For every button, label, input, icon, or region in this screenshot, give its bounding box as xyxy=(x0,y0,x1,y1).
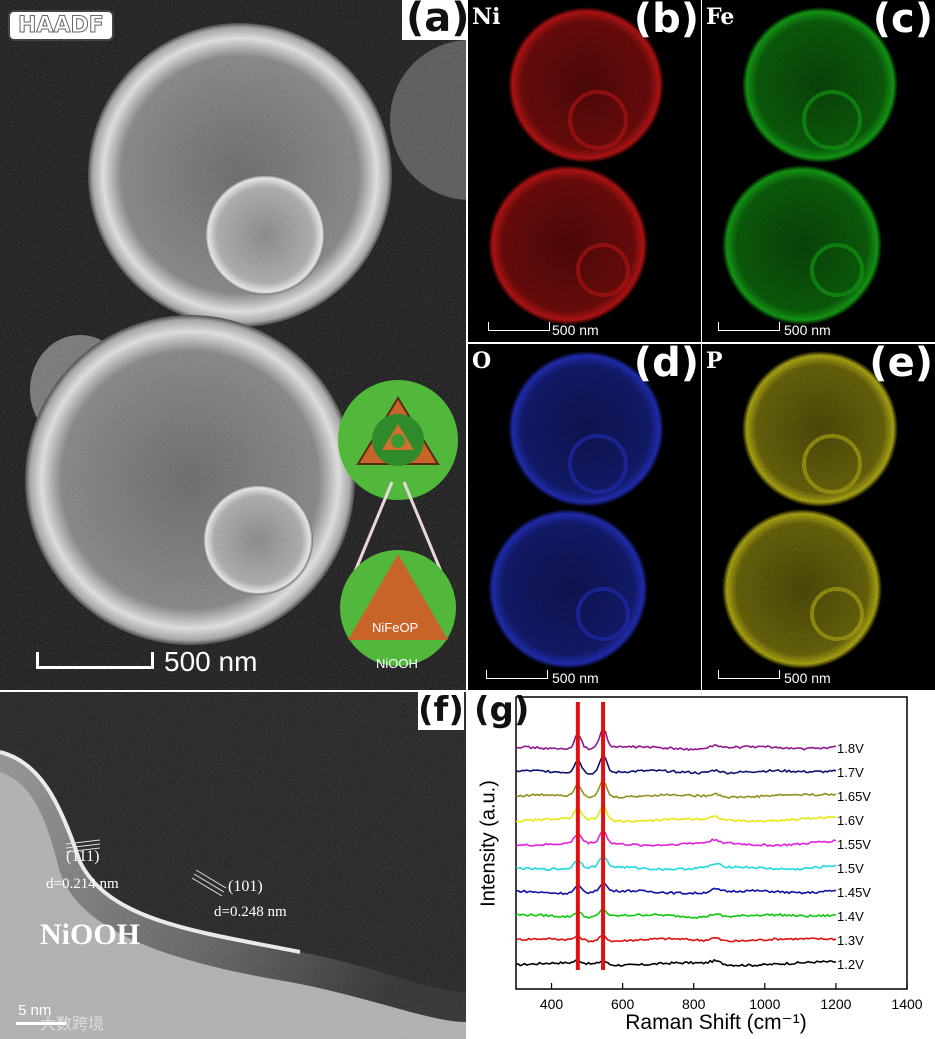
panel-a-haadf: HAADF (a) NiFeOP NiOOH 500 nm xyxy=(0,0,466,690)
map-o-scale-label: 500 nm xyxy=(552,670,599,686)
panel-g-label: (g) xyxy=(474,692,530,730)
map-p-scale-bar xyxy=(718,670,780,679)
map-fe: Fe (c) 500 nm xyxy=(702,0,935,342)
panel-a-label: (a) xyxy=(402,0,466,40)
map-fe-scale-label: 500 nm xyxy=(784,322,831,338)
map-p-scale-label: 500 nm xyxy=(784,670,831,686)
inset-core-label: NiFeOP xyxy=(372,620,419,635)
x-tick-label: 800 xyxy=(682,996,706,1012)
scale-bar xyxy=(36,652,154,669)
map-p-element: P xyxy=(706,348,723,374)
series-label: 1.2V xyxy=(837,957,864,972)
map-fe-image xyxy=(702,0,935,342)
core-shell-schematic xyxy=(338,380,458,666)
panel-g-raman: (g) 400 600 800 1000 1200 1400 1.2V 1.3V 1.4V 1.… xyxy=(466,692,935,1039)
map-ni: Ni (b) 500 nm xyxy=(468,0,701,342)
x-tick-label: 1400 xyxy=(891,996,922,1012)
map-ni-image xyxy=(468,0,701,342)
series-line xyxy=(515,881,837,896)
x-tick-label: 400 xyxy=(540,996,564,1012)
x-axis-label: Raman Shift (cm⁻¹) xyxy=(625,1011,807,1034)
series-line xyxy=(515,781,837,799)
y-axis-label: Intensity (a.u.) xyxy=(477,780,500,907)
hrtem-scale-label: 5 nm xyxy=(18,1002,52,1019)
series-label: 1.65V xyxy=(837,789,871,804)
plot-frame xyxy=(515,696,908,990)
map-fe-scale-bar xyxy=(718,322,780,331)
series-line xyxy=(515,908,837,920)
series-label: 1.8V xyxy=(837,741,864,756)
scale-bar-label: 500 nm xyxy=(164,646,258,677)
panel-f-hrtem: (111) d=0.214 nm (101) d=0.248 nm NiOOH … xyxy=(0,692,466,1039)
map-ni-scale-bar xyxy=(488,322,550,331)
d-spacing-101: d=0.248 nm xyxy=(214,904,287,920)
panel-f-label: (f) xyxy=(418,692,464,730)
series-line xyxy=(515,934,837,943)
inset-shell-label: NiOOH xyxy=(376,656,418,671)
map-ni-scale-label: 500 nm xyxy=(552,322,599,338)
map-o-label: (d) xyxy=(633,344,699,386)
map-o: O (d) 500 nm xyxy=(468,344,701,690)
x-tick-label: 1000 xyxy=(749,996,780,1012)
map-o-image xyxy=(468,344,701,690)
watermark: 大数跨境 xyxy=(40,1014,105,1033)
d-spacing-111: d=0.214 nm xyxy=(46,876,119,892)
x-tick-label: 1200 xyxy=(820,996,851,1012)
plane-111-label: (111) xyxy=(66,848,100,865)
hrtem-image xyxy=(0,692,466,1039)
series-label: 1.45V xyxy=(837,885,871,900)
hrtem-scale-bar xyxy=(16,1022,66,1025)
haadf-badge: HAADF xyxy=(8,10,114,41)
series-label: 1.6V xyxy=(837,813,864,828)
series-line xyxy=(515,728,837,752)
map-p-image xyxy=(702,344,935,690)
map-o-element: O xyxy=(472,348,492,374)
map-p: P (e) 500 nm xyxy=(702,344,935,690)
map-ni-label: (b) xyxy=(633,0,699,42)
map-fe-label: (c) xyxy=(872,0,933,42)
raman-chart: 400 600 800 1000 1200 1400 1.2V 1.3V 1.4V 1.45V 1… xyxy=(515,696,923,1012)
series-line xyxy=(515,958,836,968)
plane-101-label: (101) xyxy=(228,878,263,895)
map-fe-element: Fe xyxy=(706,4,735,30)
series-line xyxy=(515,856,837,872)
series-label: 1.3V xyxy=(837,933,864,948)
phase-label: NiOOH xyxy=(40,918,141,951)
series-label: 1.55V xyxy=(837,837,871,852)
x-tick-label: 600 xyxy=(611,996,635,1012)
series-line xyxy=(515,753,837,775)
series-label: 1.4V xyxy=(837,909,864,924)
series-label: 1.7V xyxy=(837,765,864,780)
map-p-label: (e) xyxy=(869,344,933,386)
series-label: 1.5V xyxy=(837,861,864,876)
map-o-scale-bar xyxy=(486,670,548,679)
map-ni-element: Ni xyxy=(472,4,501,30)
series-line xyxy=(515,804,836,824)
series-line xyxy=(515,829,837,848)
